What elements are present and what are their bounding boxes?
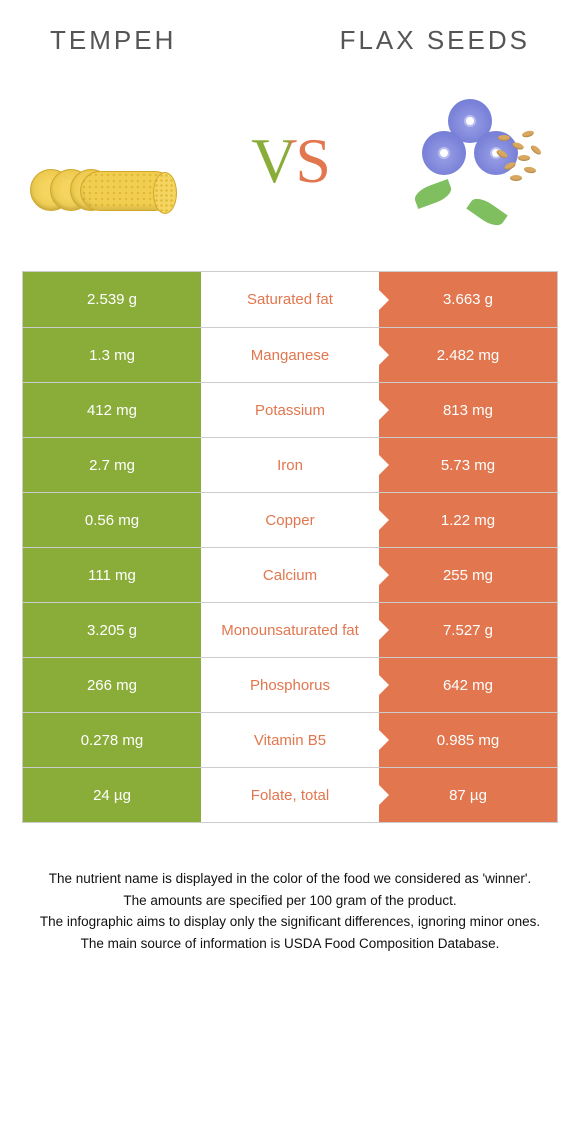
right-value: 1.22 mg bbox=[379, 493, 557, 547]
left-food-title: TEMPEH bbox=[50, 25, 176, 56]
caption-line: The infographic aims to display only the… bbox=[30, 911, 550, 933]
table-row: 1.3 mgManganese2.482 mg bbox=[23, 327, 557, 382]
nutrition-table: 2.539 gSaturated fat3.663 g1.3 mgMangane… bbox=[22, 271, 558, 823]
caption-line: The amounts are specified per 100 gram o… bbox=[30, 890, 550, 912]
left-value: 2.7 mg bbox=[23, 438, 201, 492]
right-value: 255 mg bbox=[379, 548, 557, 602]
table-row: 3.205 gMonounsaturated fat7.527 g bbox=[23, 602, 557, 657]
left-value: 266 mg bbox=[23, 658, 201, 712]
nutrient-label: Manganese bbox=[201, 328, 379, 382]
nutrient-label: Potassium bbox=[201, 383, 379, 437]
hero: VS bbox=[0, 71, 580, 271]
right-food-title: FLAX SEEDS bbox=[340, 25, 530, 56]
left-value: 0.56 mg bbox=[23, 493, 201, 547]
table-row: 111 mgCalcium255 mg bbox=[23, 547, 557, 602]
table-row: 2.7 mgIron5.73 mg bbox=[23, 437, 557, 492]
left-value: 1.3 mg bbox=[23, 328, 201, 382]
right-value: 87 µg bbox=[379, 768, 557, 822]
right-value: 0.985 mg bbox=[379, 713, 557, 767]
table-row: 0.56 mgCopper1.22 mg bbox=[23, 492, 557, 547]
right-value: 642 mg bbox=[379, 658, 557, 712]
header: TEMPEH FLAX SEEDS bbox=[0, 0, 580, 71]
nutrient-label: Phosphorus bbox=[201, 658, 379, 712]
vs-label: VS bbox=[251, 124, 329, 198]
nutrient-label: Folate, total bbox=[201, 768, 379, 822]
left-value: 0.278 mg bbox=[23, 713, 201, 767]
caption: The nutrient name is displayed in the co… bbox=[30, 868, 550, 954]
table-row: 24 µgFolate, total87 µg bbox=[23, 767, 557, 822]
table-row: 266 mgPhosphorus642 mg bbox=[23, 657, 557, 712]
right-value: 2.482 mg bbox=[379, 328, 557, 382]
left-value: 2.539 g bbox=[23, 272, 201, 327]
nutrient-label: Copper bbox=[201, 493, 379, 547]
caption-line: The main source of information is USDA F… bbox=[30, 933, 550, 955]
table-row: 2.539 gSaturated fat3.663 g bbox=[23, 272, 557, 327]
table-row: 412 mgPotassium813 mg bbox=[23, 382, 557, 437]
left-value: 111 mg bbox=[23, 548, 201, 602]
caption-line: The nutrient name is displayed in the co… bbox=[30, 868, 550, 890]
right-value: 7.527 g bbox=[379, 603, 557, 657]
nutrient-label: Saturated fat bbox=[201, 272, 379, 327]
nutrient-label: Iron bbox=[201, 438, 379, 492]
nutrient-label: Monounsaturated fat bbox=[201, 603, 379, 657]
right-value: 5.73 mg bbox=[379, 438, 557, 492]
left-value: 3.205 g bbox=[23, 603, 201, 657]
left-value: 412 mg bbox=[23, 383, 201, 437]
nutrient-label: Vitamin B5 bbox=[201, 713, 379, 767]
left-value: 24 µg bbox=[23, 768, 201, 822]
table-row: 0.278 mgVitamin B50.985 mg bbox=[23, 712, 557, 767]
right-value: 813 mg bbox=[379, 383, 557, 437]
tempeh-image bbox=[30, 91, 210, 231]
flax-image bbox=[370, 91, 550, 231]
nutrient-label: Calcium bbox=[201, 548, 379, 602]
right-value: 3.663 g bbox=[379, 272, 557, 327]
